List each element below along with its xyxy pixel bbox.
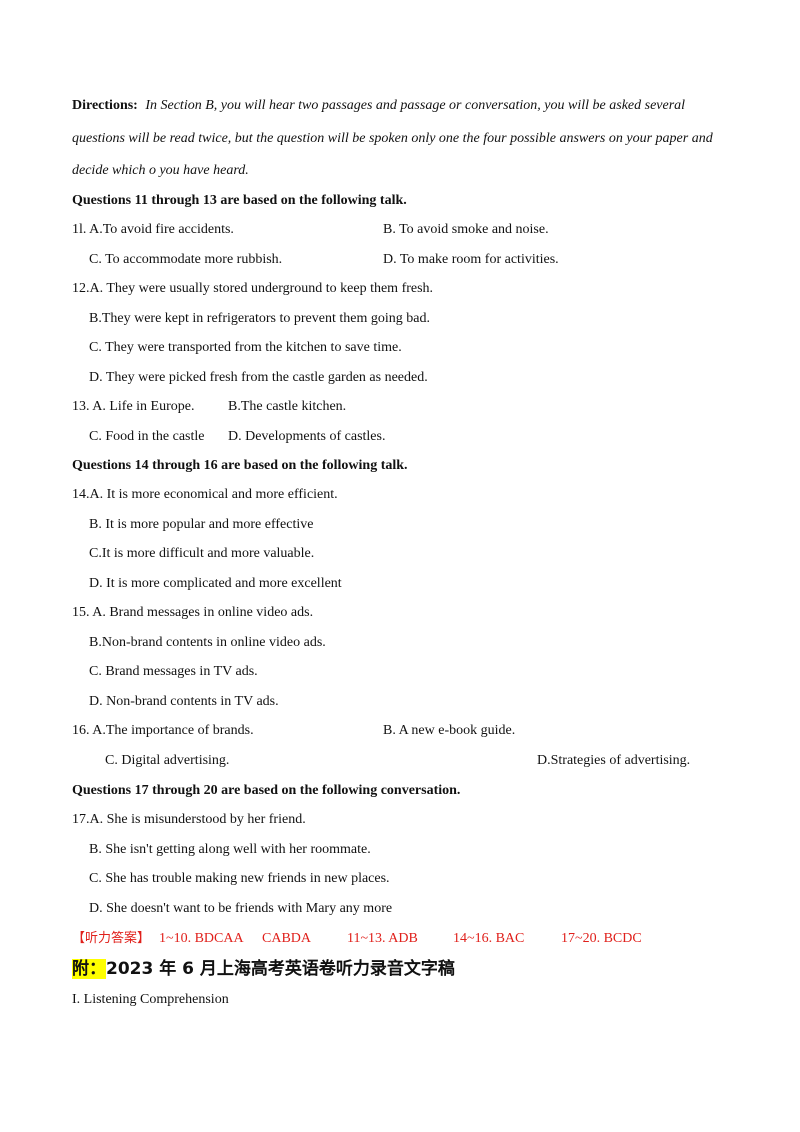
answers-14-16: 14~16. BAC <box>453 931 525 946</box>
q14-option-b: B. It is more popular and more effective <box>89 517 314 532</box>
directions-label: Directions: <box>72 98 138 113</box>
appendix-title-text: 2023 年 6 月上海高考英语卷听力录音文字稿 <box>106 959 455 979</box>
q14-option-a: 14.A. It is more economical and more eff… <box>72 487 338 502</box>
appendix-prefix: 附： <box>72 959 106 979</box>
q13-option-a: 13. A. Life in Europe. <box>72 399 195 414</box>
directions-line-2: questions will be read twice, but the qu… <box>72 131 713 146</box>
q16-option-d: D.Strategies of advertising. <box>537 753 691 768</box>
q15-option-d: D. Non-brand contents in TV ads. <box>89 694 279 709</box>
answers-1-10: 1~10. BDCAA <box>159 931 244 946</box>
answers-11-13: 11~13. ADB <box>347 931 418 946</box>
directions-text-1: In Section B, you will hear two passages… <box>145 98 686 113</box>
q17-option-b: B. She isn't getting along well with her… <box>89 842 371 857</box>
q11-option-c: C. To accommodate more rubbish. <box>89 252 283 267</box>
answers-1-10-cont: CABDA <box>262 931 312 946</box>
q16-option-c: C. Digital advertising. <box>105 753 230 768</box>
q13-option-b: B.The castle kitchen. <box>228 399 347 414</box>
q12-option-a: 12.A. They were usually stored undergrou… <box>72 281 434 296</box>
group3-heading: Questions 17 through 20 are based on the… <box>72 783 461 798</box>
q11-option-b: B. To avoid smoke and noise. <box>383 222 549 237</box>
q16-option-a: 16. A.The importance of brands. <box>72 723 254 738</box>
group2-heading: Questions 14 through 16 are based on the… <box>72 458 408 473</box>
answers-17-20: 17~20. BCDC <box>561 931 642 946</box>
answers-label: 【听力答案】 <box>72 931 151 946</box>
q15-option-b: B.Non-brand contents in online video ads… <box>89 635 326 650</box>
q15-option-c: C. Brand messages in TV ads. <box>89 664 258 679</box>
q13-option-c: C. Food in the castle <box>89 429 205 444</box>
q14-option-d: D. It is more complicated and more excel… <box>89 576 342 591</box>
q11-option-a: 1l. A.To avoid fire accidents. <box>72 222 234 237</box>
q16-option-b: B. A new e-book guide. <box>383 723 516 738</box>
appendix-title: 附：2023 年 6 月上海高考英语卷听力录音文字稿 <box>72 958 455 980</box>
q12-option-c: C. They were transported from the kitche… <box>89 340 402 355</box>
q11-option-d: D. To make room for activities. <box>383 252 559 267</box>
directions-line-3: decide which o you have heard. <box>72 163 249 178</box>
q14-option-c: C.It is more difficult and more valuable… <box>89 546 315 561</box>
q12-option-b: B.They were kept in refrigerators to pre… <box>89 311 430 326</box>
section-heading: I. Listening Comprehension <box>72 992 229 1007</box>
q17-option-d: D. She doesn't want to be friends with M… <box>89 901 393 916</box>
q12-option-d: D. They were picked fresh from the castl… <box>89 370 428 385</box>
q13-option-d: D. Developments of castles. <box>228 429 386 444</box>
directions-line-1: Directions: In Section B, you will hear … <box>72 97 685 115</box>
group1-heading: Questions 11 through 13 are based on the… <box>72 193 407 208</box>
q17-option-a: 17.A. She is misunderstood by her friend… <box>72 812 306 827</box>
q15-option-a: 15. A. Brand messages in online video ad… <box>72 605 314 620</box>
q17-option-c: C. She has trouble making new friends in… <box>89 871 390 886</box>
